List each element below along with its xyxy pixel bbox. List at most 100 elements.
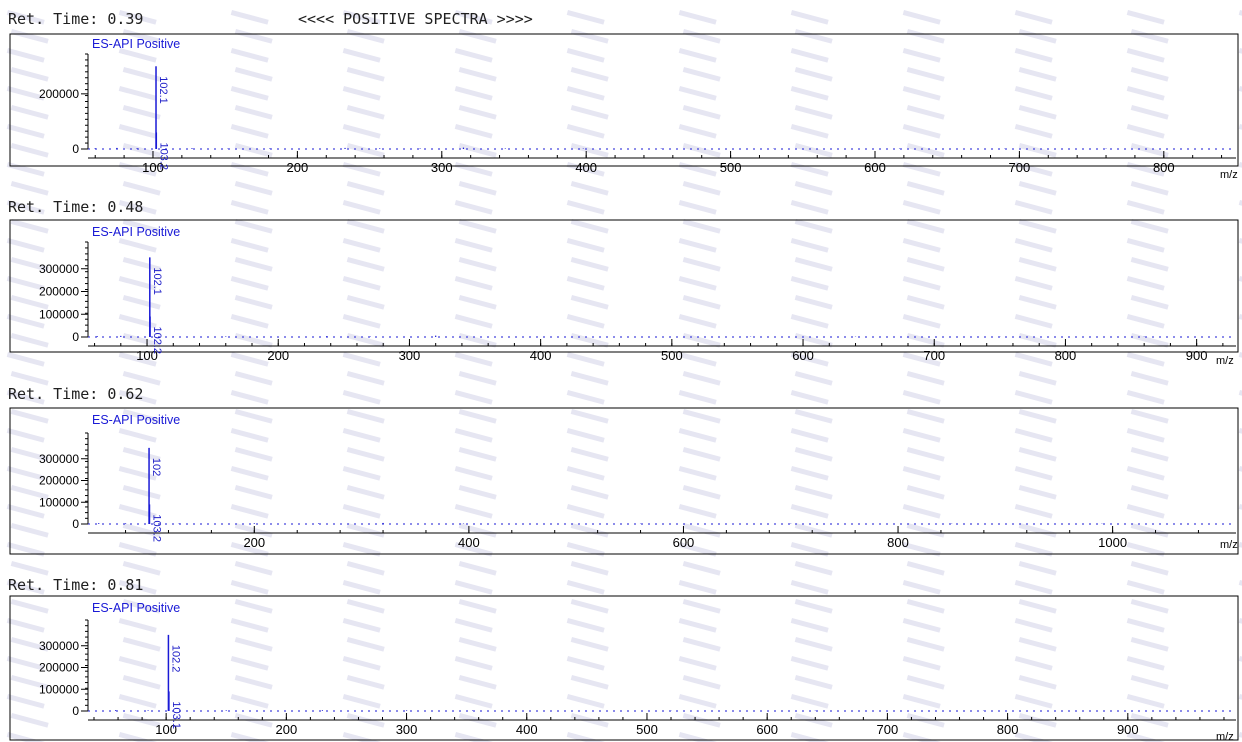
watermark-mark	[1014, 731, 1053, 742]
watermark-mark	[1018, 598, 1057, 614]
watermark-mark	[1126, 124, 1165, 139]
watermark-mark	[6, 618, 45, 633]
watermark-mark	[790, 314, 829, 329]
plot-area: 0 100000 200000 300000 100 200 300 400 500 600 700…	[39, 241, 1236, 363]
watermark-mark	[790, 86, 829, 101]
watermark-mark	[118, 200, 157, 215]
watermark-mark	[1130, 561, 1169, 576]
y-tick-label: 100000	[39, 495, 79, 509]
watermark-mark	[570, 257, 609, 272]
watermark-mark	[230, 352, 269, 367]
y-tick-label: 200000	[39, 87, 79, 101]
watermark-mark	[1130, 67, 1169, 82]
watermark-mark	[678, 541, 717, 557]
watermark-mark	[1014, 238, 1053, 253]
watermark-mark	[10, 105, 49, 120]
watermark-mark	[1130, 181, 1169, 196]
watermark-mark	[566, 314, 605, 329]
watermark-mark	[682, 105, 721, 120]
watermark-mark	[1014, 504, 1053, 519]
watermark-mark	[1018, 637, 1057, 652]
watermark-mark	[570, 219, 609, 234]
watermark-mark	[454, 656, 493, 671]
x-tick-label: 600	[792, 348, 814, 363]
watermark-mark	[346, 294, 385, 310]
watermark-mark	[454, 390, 493, 405]
watermark-mark	[906, 143, 945, 158]
watermark-mark	[790, 238, 829, 253]
watermark-mark	[230, 732, 269, 742]
watermark-mark	[342, 9, 381, 25]
peak-label: 102.1	[157, 76, 169, 104]
watermark-mark	[1126, 466, 1165, 481]
watermark-mark	[458, 181, 497, 196]
watermark-mark	[342, 732, 381, 742]
watermark-mark	[902, 390, 941, 405]
ret-time-label: Ret. Time: 0.62	[8, 385, 143, 403]
watermark-mark	[566, 694, 605, 709]
watermark-mark	[1018, 181, 1057, 196]
watermark-mark	[906, 105, 945, 120]
watermark-mark	[234, 294, 273, 310]
watermark-mark	[458, 371, 497, 386]
watermark-mark	[1018, 447, 1057, 462]
watermark-mark	[230, 9, 269, 25]
watermark-mark	[906, 333, 945, 348]
watermark-mark	[118, 124, 157, 139]
x-tick-label: 200	[267, 348, 289, 363]
watermark-mark	[10, 333, 49, 348]
watermark-mark	[122, 219, 161, 234]
watermark-mark	[230, 465, 269, 481]
watermark-mark	[122, 181, 161, 196]
watermark-mark	[6, 731, 45, 742]
watermark-mark	[122, 561, 161, 576]
watermark-mark	[906, 523, 945, 538]
watermark-mark	[1126, 580, 1165, 595]
x-tick-label: 600	[756, 722, 778, 737]
y-tick-label: 100000	[39, 682, 79, 696]
watermark-mark	[902, 580, 941, 595]
watermark-mark	[678, 86, 717, 101]
x-tick-label: 600	[673, 535, 695, 550]
y-tick-label: 100000	[39, 307, 79, 321]
watermark-mark	[1130, 333, 1169, 348]
watermark-mark	[234, 675, 273, 690]
watermark-mark	[790, 200, 829, 215]
watermark-mark	[1014, 580, 1053, 595]
y-tick-label: 300000	[39, 452, 79, 466]
watermark-mark	[234, 333, 273, 348]
watermark-mark	[234, 257, 273, 272]
watermark-mark	[10, 29, 49, 44]
x-tick-label: 600	[864, 160, 886, 175]
watermark-mark	[1018, 523, 1057, 538]
y-tick-label: 200000	[39, 474, 79, 488]
watermark-mark	[118, 542, 157, 557]
watermark-mark	[342, 352, 381, 367]
watermark-mark	[118, 694, 157, 709]
watermark-mark	[794, 67, 833, 82]
watermark-mark	[230, 48, 269, 63]
watermark-mark	[566, 390, 605, 405]
watermark-mark	[566, 504, 605, 519]
watermark-mark	[6, 238, 45, 253]
watermark-mark	[6, 693, 45, 709]
x-unit-label: m/z	[1220, 169, 1238, 181]
watermark-mark	[1126, 541, 1165, 557]
watermark-mark	[346, 561, 385, 576]
watermark-mark	[566, 427, 605, 443]
watermark-mark	[346, 257, 385, 272]
watermark-mark	[570, 29, 609, 44]
watermark-mark	[230, 124, 269, 139]
y-tick-label: 0	[72, 330, 79, 344]
x-tick-label: 700	[1009, 160, 1031, 175]
watermark-mark	[678, 48, 717, 63]
watermark-mark	[346, 447, 385, 462]
watermark-mark	[458, 675, 497, 690]
watermark-mark	[342, 276, 381, 291]
watermark-mark	[454, 276, 493, 291]
watermark-mark	[682, 181, 721, 196]
x-tick-label: 400	[458, 535, 480, 550]
watermark-mark	[230, 200, 269, 215]
watermark-mark	[118, 314, 157, 329]
